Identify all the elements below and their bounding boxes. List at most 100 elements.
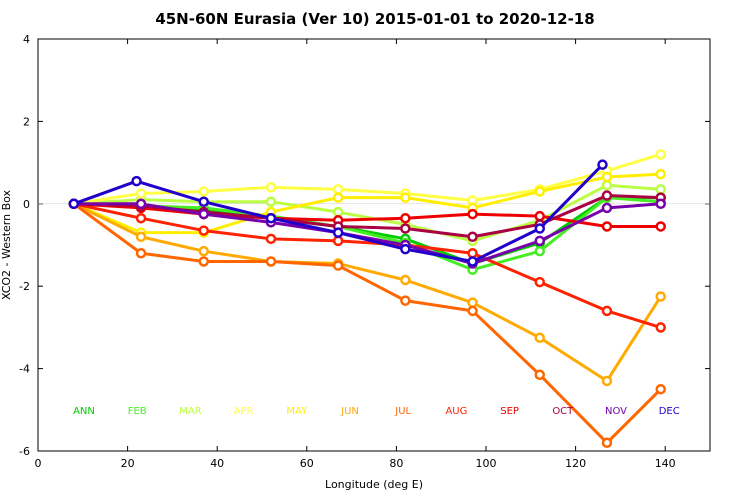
data-point bbox=[68, 198, 80, 210]
data-point bbox=[655, 198, 666, 210]
data-point bbox=[601, 305, 613, 317]
x-tick-label: 140 bbox=[655, 457, 676, 470]
data-point bbox=[332, 260, 344, 271]
axis-ticks: 0 20 40 60 80 100 120 140 -6 -4 -2 0 2 4 bbox=[19, 33, 710, 470]
data-point bbox=[265, 182, 277, 193]
data-point bbox=[265, 233, 277, 245]
data-point bbox=[655, 149, 666, 160]
x-tick-label: 120 bbox=[565, 457, 586, 470]
legend-entry-jul: JUL bbox=[394, 406, 411, 417]
data-point bbox=[131, 175, 142, 187]
data-point bbox=[655, 168, 666, 180]
legend-entry-ann: ANN bbox=[73, 406, 95, 417]
data-point bbox=[198, 186, 210, 197]
data-point bbox=[198, 245, 210, 257]
data-point bbox=[655, 322, 666, 333]
data-point bbox=[265, 196, 277, 207]
legend-entry-jun: JUN bbox=[340, 406, 359, 417]
legend-entry-may: MAY bbox=[286, 406, 308, 417]
legend: ANN FEB MAR APR MAY JUN JUL AUG SEP OCT NOV DEC bbox=[73, 406, 680, 417]
y-tick-label: -2 bbox=[19, 280, 30, 293]
y-tick-label: -6 bbox=[19, 445, 30, 458]
legend-entry-mar: MAR bbox=[179, 406, 201, 417]
data-point bbox=[135, 198, 147, 210]
data-point bbox=[332, 184, 344, 195]
data-point bbox=[265, 212, 277, 224]
legend-entry-apr: APR bbox=[234, 406, 254, 417]
data-point bbox=[400, 243, 411, 255]
x-tick-label: 20 bbox=[121, 457, 135, 470]
data-point bbox=[198, 196, 210, 207]
data-point bbox=[655, 221, 666, 232]
data-point bbox=[400, 295, 411, 306]
y-tick-label: 2 bbox=[23, 115, 30, 128]
data-point bbox=[198, 225, 210, 236]
data-point bbox=[534, 223, 546, 234]
data-point bbox=[601, 180, 613, 191]
data-point bbox=[534, 369, 546, 381]
data-point bbox=[135, 231, 147, 243]
data-point bbox=[332, 206, 344, 218]
y-tick-label: 4 bbox=[23, 33, 30, 46]
legend-entry-feb: FEB bbox=[128, 406, 147, 417]
series-line bbox=[73, 202, 662, 329]
data-point bbox=[332, 192, 344, 203]
series-line bbox=[73, 202, 661, 228]
data-point bbox=[400, 212, 411, 224]
y-tick-label: -4 bbox=[19, 363, 30, 376]
data-point bbox=[332, 227, 344, 238]
data-point bbox=[467, 231, 478, 243]
y-axis-label: XCO2 - Western Box bbox=[0, 189, 13, 300]
legend-entry-aug: AUG bbox=[445, 406, 467, 417]
data-point bbox=[332, 235, 344, 247]
data-point bbox=[534, 235, 546, 247]
data-point bbox=[534, 186, 546, 197]
data-point bbox=[655, 291, 666, 302]
data-point bbox=[467, 297, 478, 308]
data-point bbox=[534, 210, 546, 222]
series-line bbox=[73, 172, 661, 235]
data-point bbox=[601, 190, 613, 201]
x-tick-label: 0 bbox=[35, 457, 42, 470]
x-tick-label: 40 bbox=[210, 457, 224, 470]
data-point bbox=[198, 208, 210, 220]
data-point bbox=[135, 247, 147, 259]
data-point bbox=[601, 171, 613, 183]
data-point bbox=[601, 437, 613, 449]
legend-entry-oct: OCT bbox=[552, 406, 574, 417]
data-point bbox=[534, 332, 546, 343]
data-point bbox=[467, 256, 478, 267]
data-point bbox=[601, 375, 613, 387]
data-point bbox=[467, 247, 478, 259]
data-point bbox=[265, 256, 277, 267]
data-point bbox=[400, 223, 411, 234]
data-point bbox=[467, 208, 478, 220]
x-tick-label: 100 bbox=[476, 457, 497, 470]
y-tick-label: 0 bbox=[23, 198, 30, 211]
chart-title: 45N-60N Eurasia (Ver 10) 2015-01-01 to 2… bbox=[155, 10, 594, 28]
data-point bbox=[601, 221, 613, 232]
x-tick-label: 60 bbox=[300, 457, 314, 470]
data-point bbox=[534, 276, 546, 288]
data-point bbox=[467, 305, 478, 317]
series-group bbox=[68, 149, 666, 449]
data-point bbox=[534, 245, 546, 257]
data-point bbox=[400, 192, 411, 203]
series-line bbox=[73, 202, 661, 266]
data-point bbox=[135, 188, 147, 199]
data-point bbox=[601, 202, 613, 214]
series-line bbox=[72, 202, 662, 445]
data-point bbox=[198, 256, 210, 267]
data-point bbox=[135, 212, 147, 224]
legend-entry-nov: NOV bbox=[605, 406, 627, 417]
plot-frame bbox=[37, 38, 711, 452]
legend-entry-dec: DEC bbox=[659, 406, 680, 417]
data-point bbox=[597, 159, 608, 170]
x-axis-label: Longitude (deg E) bbox=[325, 478, 423, 491]
series-dec bbox=[68, 159, 608, 267]
data-point bbox=[655, 383, 666, 395]
series-line bbox=[73, 202, 662, 383]
legend-entry-sep: SEP bbox=[500, 406, 519, 417]
data-point bbox=[400, 274, 411, 286]
